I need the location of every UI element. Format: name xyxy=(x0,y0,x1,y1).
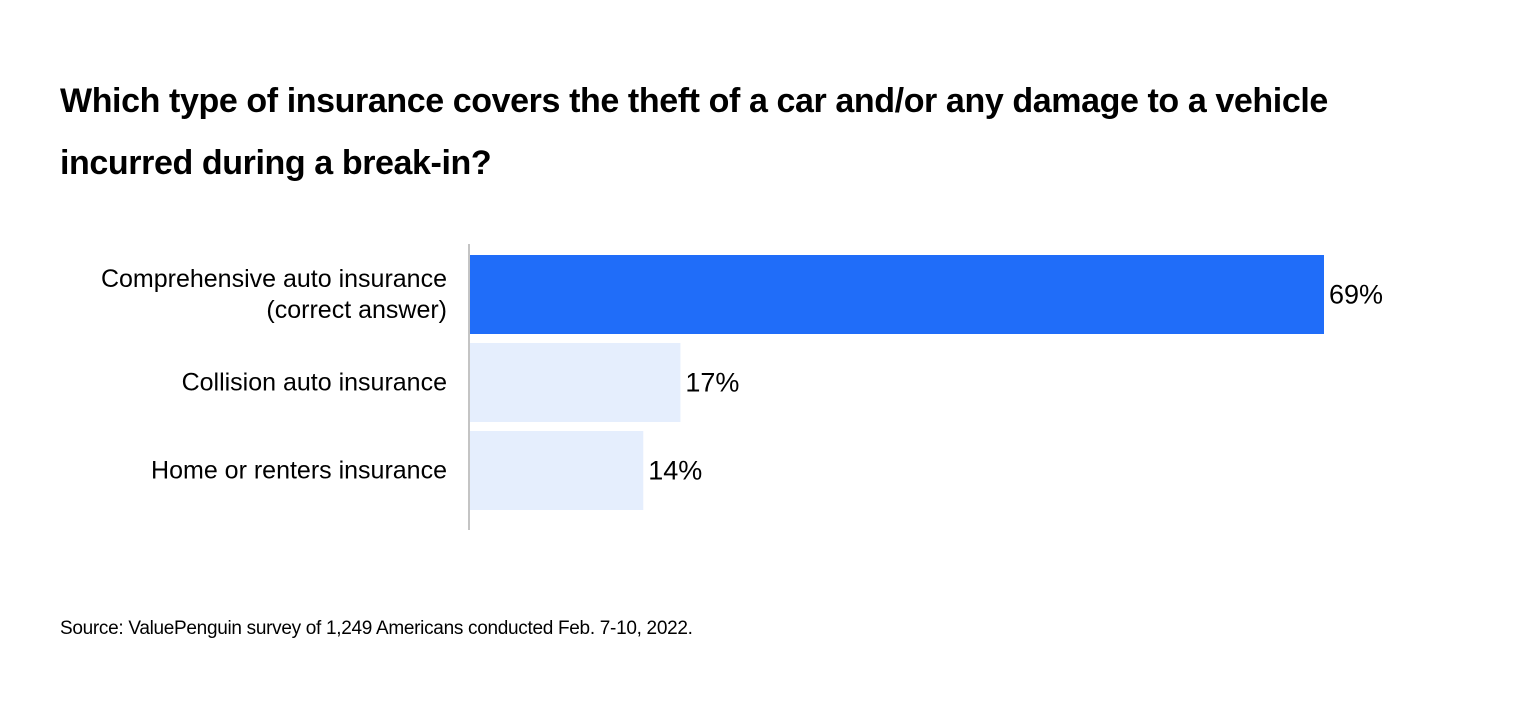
bar-2 xyxy=(470,343,681,422)
chart-title-line-1: Which type of insurance covers the theft… xyxy=(60,82,1328,120)
category-label-2-line-1: Collision auto insurance xyxy=(182,369,447,397)
category-label-1-line-1: Comprehensive auto insurance xyxy=(101,265,447,293)
category-label-2: Collision auto insurance xyxy=(182,369,447,397)
bar-1 xyxy=(470,255,1324,334)
value-label-2: 17% xyxy=(685,368,739,398)
chart-title: Which type of insurance covers the theft… xyxy=(60,70,1400,194)
bar-3 xyxy=(470,431,644,510)
chart-title-line-2: incurred during a break-in? xyxy=(60,144,492,182)
value-label-1: 69% xyxy=(1329,280,1383,310)
value-label-3: 14% xyxy=(648,456,702,486)
category-label-3: Home or renters insurance xyxy=(151,457,447,485)
category-label-3-line-1: Home or renters insurance xyxy=(151,457,447,485)
category-label-1: Comprehensive auto insurance (correct ans… xyxy=(101,265,447,324)
category-label-1-line-2: (correct answer) xyxy=(266,296,447,324)
source-note: Source: ValuePenguin survey of 1,249 Ame… xyxy=(60,618,693,639)
